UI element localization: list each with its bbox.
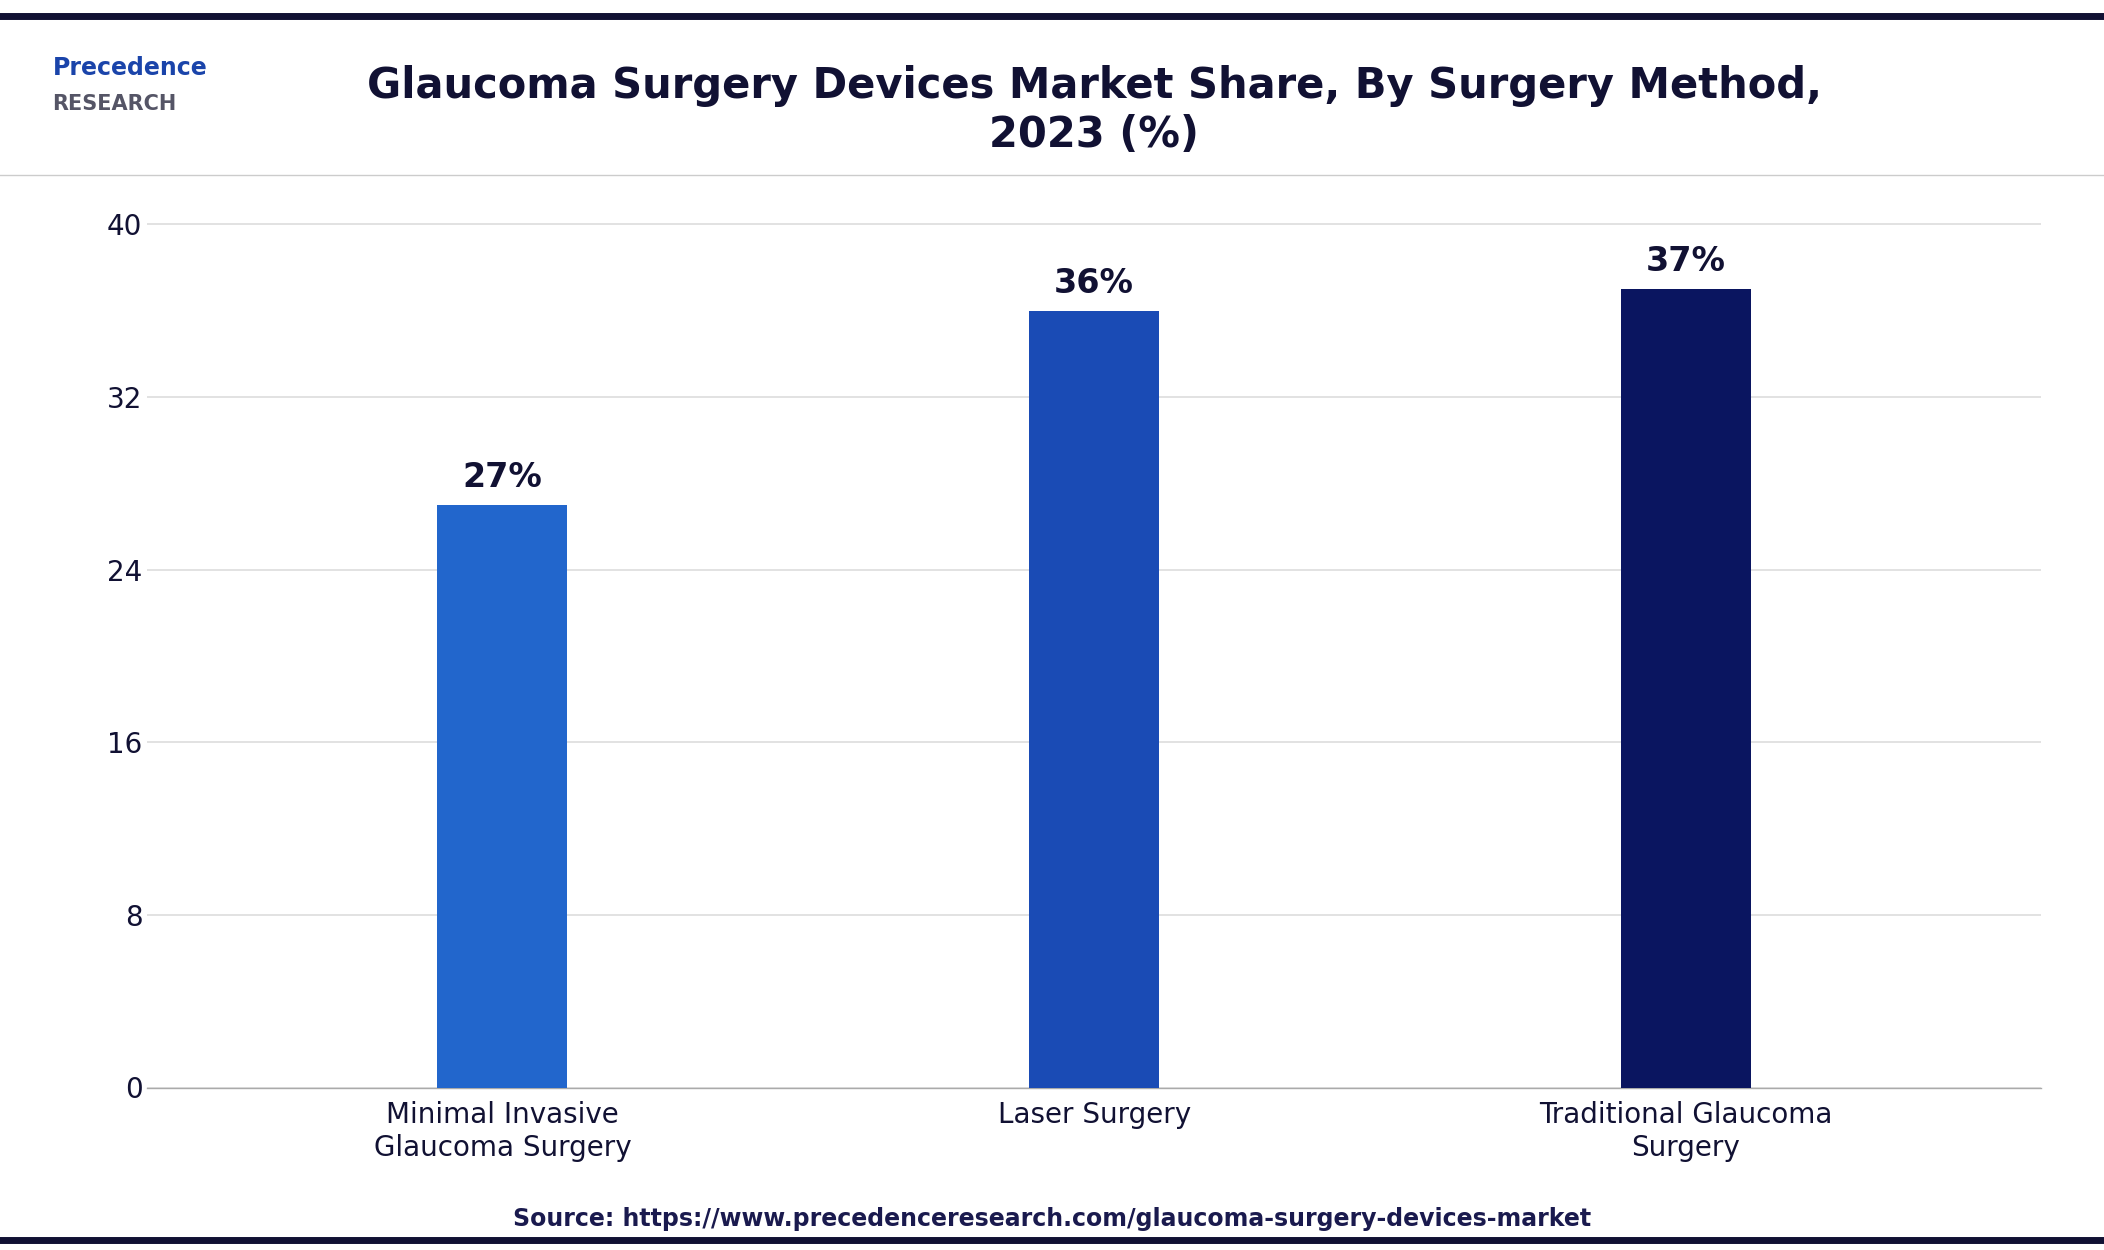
- Bar: [1029, 311, 1159, 1088]
- Text: Source: https://www.precedenceresearch.com/glaucoma-surgery-devices-market: Source: https://www.precedenceresearch.c…: [513, 1206, 1591, 1231]
- Text: Precedence: Precedence: [53, 56, 208, 80]
- Title: Glaucoma Surgery Devices Market Share, By Surgery Method,
2023 (%): Glaucoma Surgery Devices Market Share, B…: [366, 65, 1822, 155]
- Text: RESEARCH: RESEARCH: [53, 94, 177, 114]
- Bar: [1620, 289, 1751, 1088]
- Bar: [438, 505, 568, 1088]
- Text: 36%: 36%: [1054, 268, 1134, 300]
- Text: 27%: 27%: [463, 461, 543, 494]
- Text: 37%: 37%: [1645, 245, 1725, 279]
